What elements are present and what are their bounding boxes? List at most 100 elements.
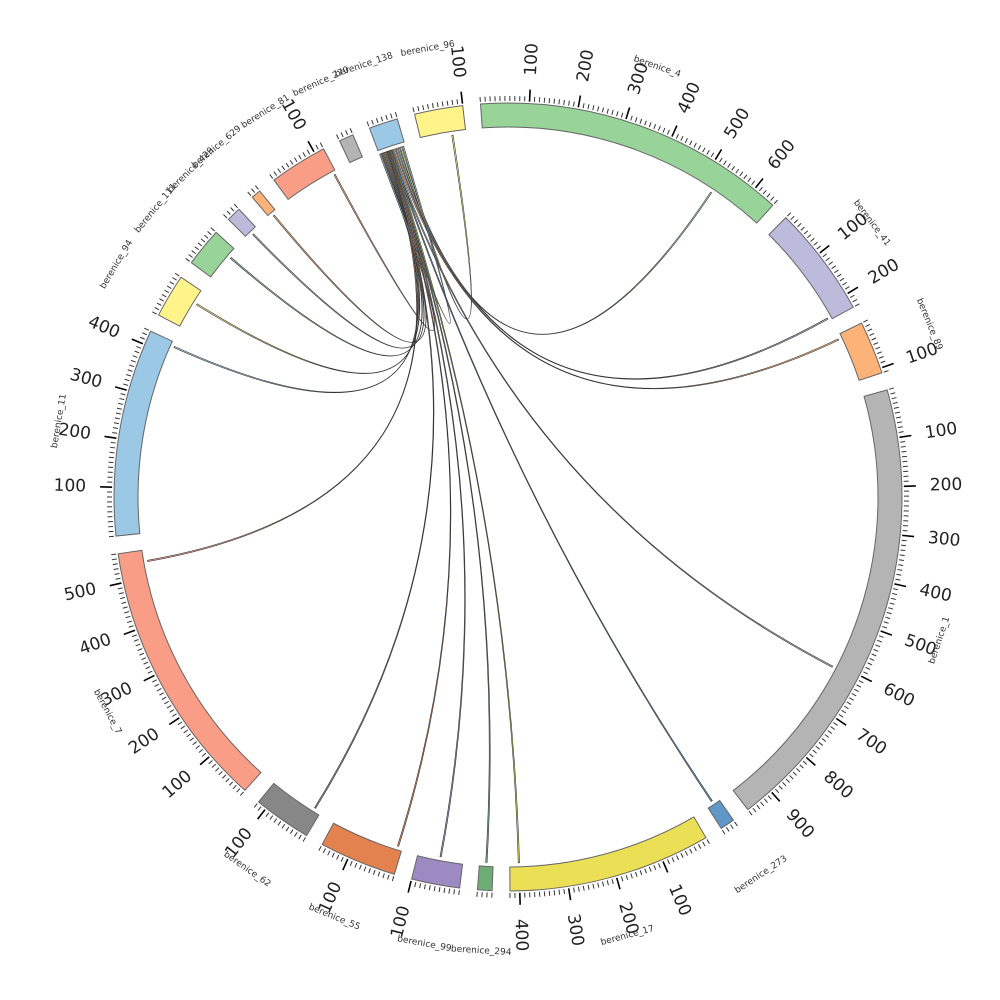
major-tick [902,534,915,538]
minor-tick [265,812,270,817]
tick-label: 400 [77,630,114,660]
minor-tick [156,688,162,692]
minor-tick [277,821,282,826]
minor-tick [448,888,451,894]
minor-tick [451,99,454,105]
minor-tick [221,774,227,779]
minor-tick [592,105,595,111]
minor-tick [273,171,278,176]
minor-tick [865,323,871,328]
minor-tick [657,125,661,131]
minor-tick [796,768,801,773]
minor-tick [900,549,906,552]
minor-tick [890,597,896,600]
minor-tick [601,107,605,113]
minor-tick [113,568,119,571]
minor-tick [294,831,298,837]
minor-tick [888,387,895,390]
ribbon-berenice_89-berenice_138 [393,148,840,390]
segment-berenice_41 [768,216,854,320]
minor-tick [229,781,234,786]
minor-tick [380,116,384,122]
minor-tick [419,883,422,889]
minor-tick [849,697,854,701]
tick-label: 300 [563,912,588,947]
minor-tick [152,679,157,683]
tick-label: 500 [62,579,98,606]
major-tick [460,91,464,104]
minor-tick [113,422,119,425]
minor-tick [756,804,761,810]
minor-tick [648,866,652,872]
minor-tick [893,406,899,409]
major-tick [847,286,859,295]
minor-tick [226,210,231,215]
minor-tick [130,359,136,363]
minor-tick [803,230,809,235]
minor-tick [203,234,209,239]
minor-tick [644,120,647,126]
minor-tick [873,342,879,345]
major-tick [199,756,210,766]
minor-tick [548,98,551,104]
minor-tick [828,261,834,266]
minor-tick [159,298,165,302]
minor-tick [899,554,905,557]
minor-tick [233,203,238,209]
minor-tick [572,101,575,107]
minor-tick [790,215,795,221]
minor-tick [890,392,896,395]
major-tick [662,861,669,873]
minor-tick [116,407,122,410]
minor-tick [731,165,736,171]
minor-tick [120,393,126,396]
segment-label-berenice_294: berenice_294 [451,944,512,958]
segment-berenice_429 [227,208,257,238]
minor-tick [883,621,889,624]
segment-berenice_99 [410,855,464,889]
minor-tick [306,149,311,155]
minor-tick [725,827,730,832]
minor-tick [644,868,647,874]
minor-tick [293,157,298,163]
minor-tick [630,115,633,121]
minor-tick [133,639,139,642]
minor-tick [166,285,172,289]
minor-tick [882,625,888,629]
minor-tick [878,635,884,638]
minor-tick [371,119,374,125]
minor-tick [630,873,633,879]
minor-tick [394,112,398,118]
minor-tick [230,207,235,212]
minor-tick [164,700,169,705]
tick-label: 100 [924,419,959,444]
minor-tick [597,882,600,888]
minor-tick [172,713,177,717]
tick-label: 900 [782,805,819,843]
minor-tick [127,369,133,372]
minor-tick [553,98,556,104]
minor-tick [671,857,675,863]
minor-tick [831,265,836,270]
segment-berenice_111 [190,231,235,278]
minor-tick [849,294,855,299]
minor-tick [568,100,570,106]
minor-tick [697,843,702,849]
minor-tick [693,846,697,852]
minor-tick [786,212,792,217]
minor-tick [770,196,775,201]
minor-tick [856,684,862,688]
minor-tick [136,345,142,349]
major-tick [123,629,136,636]
minor-tick [189,737,194,742]
tick-label: 400 [918,580,954,607]
minor-tick [851,693,857,697]
tick-layer: 100 200 300 400 500 600 100 200 100 100 200 300 400 5… [53,43,962,952]
minor-tick [117,587,123,590]
ribbon-berenice_96-berenice_138 [399,134,472,320]
minor-tick [897,426,903,429]
minor-tick [706,839,710,844]
major-tick [109,582,122,587]
minor-tick [758,186,763,192]
minor-tick [611,109,614,115]
